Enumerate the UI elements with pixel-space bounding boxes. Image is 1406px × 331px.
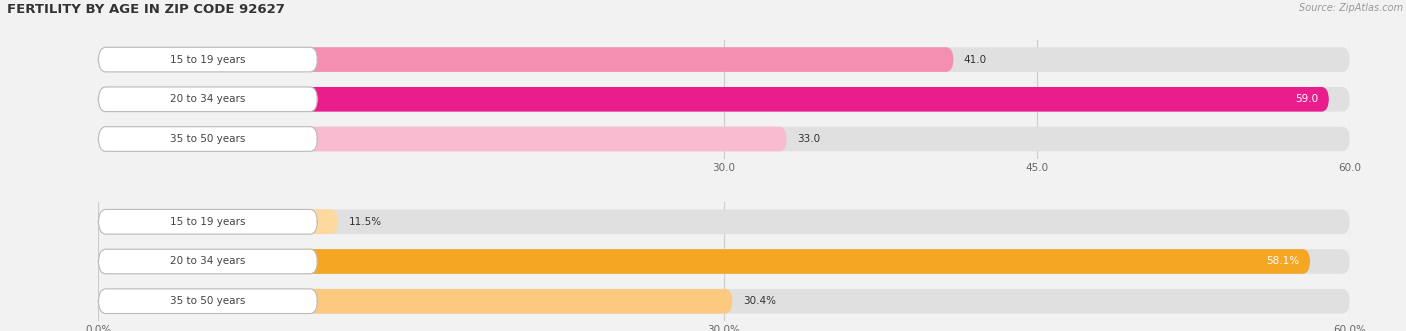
Text: FERTILITY BY AGE IN ZIP CODE 92627: FERTILITY BY AGE IN ZIP CODE 92627 [7, 3, 285, 16]
Text: 15 to 19 years: 15 to 19 years [170, 55, 246, 65]
Text: 59.0: 59.0 [1295, 94, 1319, 104]
FancyBboxPatch shape [98, 47, 953, 72]
Text: Source: ZipAtlas.com: Source: ZipAtlas.com [1299, 3, 1403, 13]
FancyBboxPatch shape [98, 249, 1310, 274]
FancyBboxPatch shape [98, 210, 339, 234]
FancyBboxPatch shape [98, 47, 318, 72]
Text: 33.0: 33.0 [797, 134, 820, 144]
Text: 11.5%: 11.5% [349, 217, 382, 227]
Text: 30.4%: 30.4% [742, 296, 776, 306]
FancyBboxPatch shape [98, 47, 1350, 72]
Text: 15 to 19 years: 15 to 19 years [170, 217, 246, 227]
FancyBboxPatch shape [98, 127, 787, 151]
FancyBboxPatch shape [98, 127, 318, 151]
Text: 58.1%: 58.1% [1267, 257, 1299, 266]
FancyBboxPatch shape [98, 289, 318, 313]
FancyBboxPatch shape [98, 249, 318, 274]
Text: 41.0: 41.0 [965, 55, 987, 65]
FancyBboxPatch shape [98, 249, 1350, 274]
FancyBboxPatch shape [98, 87, 1329, 112]
Text: 35 to 50 years: 35 to 50 years [170, 134, 246, 144]
FancyBboxPatch shape [98, 289, 733, 313]
Text: 20 to 34 years: 20 to 34 years [170, 257, 246, 266]
FancyBboxPatch shape [98, 210, 1350, 234]
FancyBboxPatch shape [98, 87, 318, 112]
Text: 20 to 34 years: 20 to 34 years [170, 94, 246, 104]
FancyBboxPatch shape [98, 127, 1350, 151]
FancyBboxPatch shape [98, 289, 1350, 313]
FancyBboxPatch shape [98, 87, 1350, 112]
Text: 35 to 50 years: 35 to 50 years [170, 296, 246, 306]
FancyBboxPatch shape [98, 210, 318, 234]
